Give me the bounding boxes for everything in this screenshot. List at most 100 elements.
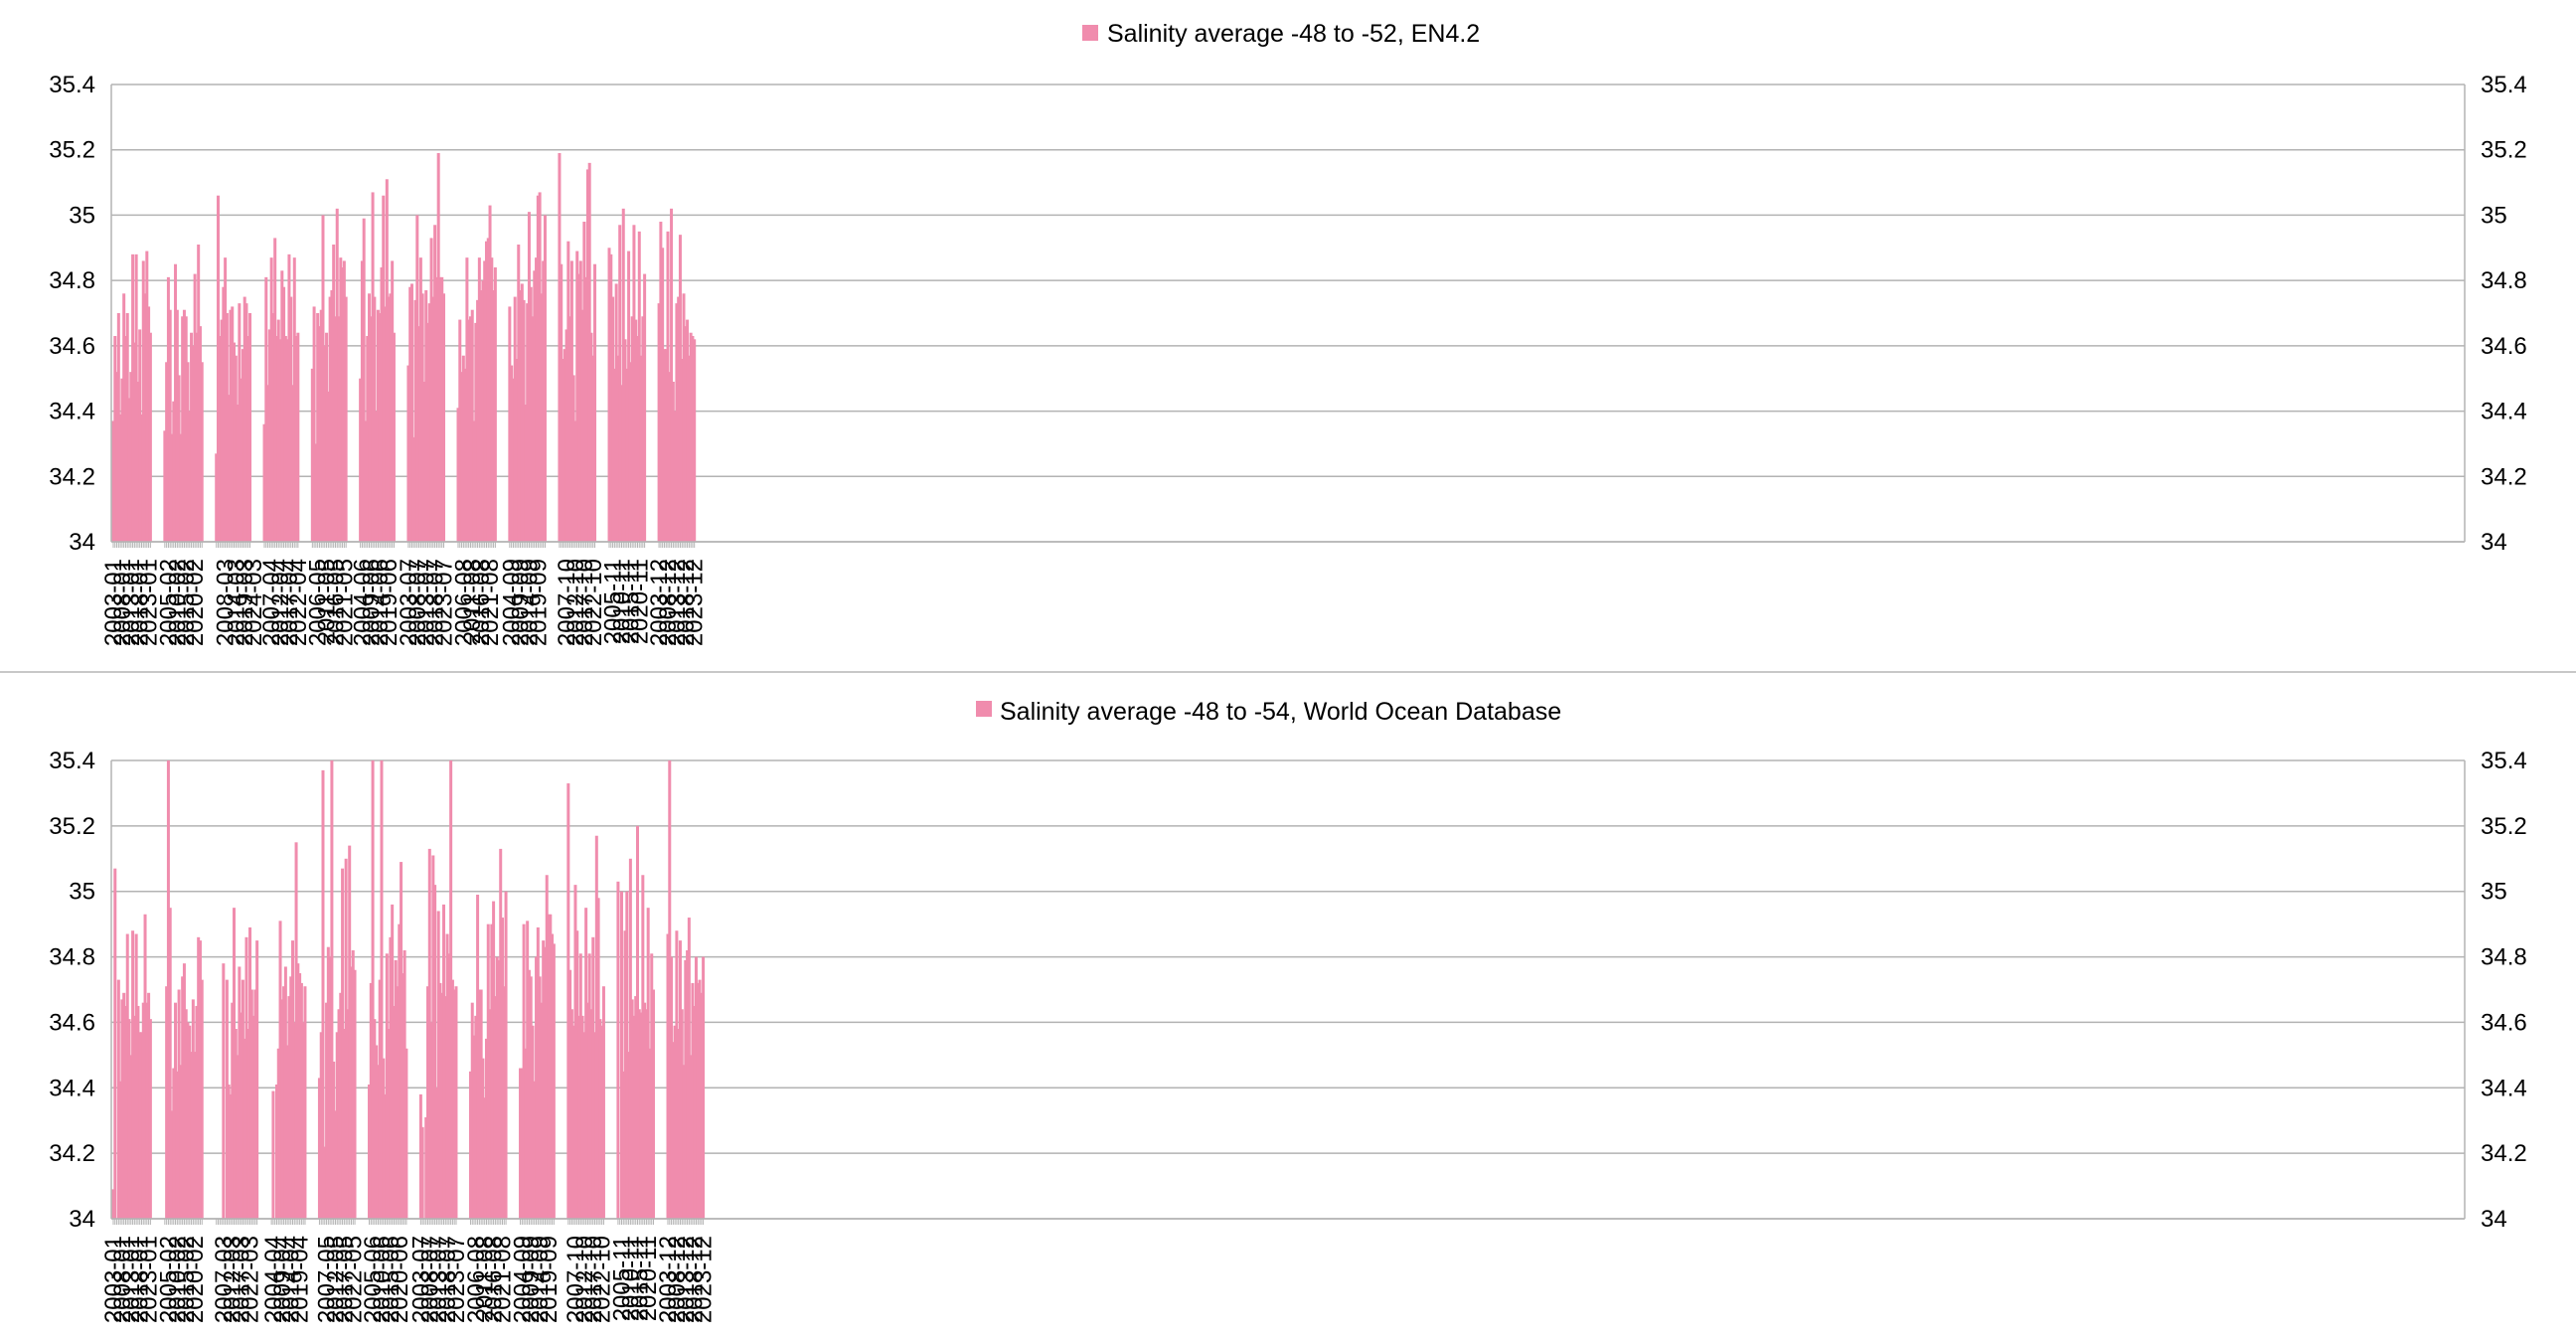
x-tick-label: 2011-08: [459, 559, 486, 644]
bar-2009-12: [668, 372, 672, 542]
x-tick-label: 2017-03: [229, 1236, 255, 1323]
x-tick-label: 2014-06: [367, 559, 394, 646]
bar-2019-07: [447, 953, 451, 1219]
bar-2011-08: [470, 309, 474, 542]
y-tick-label-left: 34.6: [49, 1009, 95, 1036]
bar-2012-02: [179, 433, 183, 542]
x-tick-label: 2023-01: [136, 559, 163, 646]
bar-2009-07: [429, 1022, 433, 1219]
bar-2010-03: [227, 395, 231, 542]
bar-2021-01: [143, 293, 147, 542]
bar-2023-09: [543, 215, 547, 542]
bar-2018-04: [289, 296, 293, 542]
bar-2004-07: [420, 1126, 424, 1219]
top-gridlines: [111, 84, 2465, 543]
bar-2003-07: [406, 365, 410, 542]
bar-2009-01: [122, 992, 126, 1219]
x-tick-label: 2007-03: [211, 1236, 238, 1323]
bar-2019-06: [396, 986, 400, 1219]
bar-2011-12: [671, 382, 675, 542]
bar-2017-11: [641, 875, 645, 1219]
bar-2009-04: [280, 999, 284, 1219]
bar-2020-04: [299, 982, 303, 1219]
bar-2010-02: [175, 309, 179, 542]
x-tick-label: 2023-01: [136, 1236, 163, 1323]
bar-2018-06: [385, 179, 389, 543]
bar-2024-06: [404, 1048, 408, 1219]
bar-2004-11: [609, 253, 613, 542]
x-tick-label: 2016-05: [322, 559, 349, 646]
bar-2014-10: [585, 1002, 589, 1219]
bar-2018-04: [296, 963, 300, 1219]
x-tick-label: 2022-10: [589, 1236, 616, 1323]
bar-2023-01: [147, 992, 151, 1219]
bar-2005-07: [409, 283, 413, 542]
bar-2003-02: [163, 430, 167, 542]
bar-2010-11: [628, 858, 632, 1219]
bar-2005-05: [314, 443, 318, 542]
bar-2008-06: [376, 1065, 380, 1219]
bar-2019-09: [547, 914, 551, 1219]
bar-2008-07: [415, 215, 419, 542]
bar-2006-11: [612, 368, 616, 542]
bar-2012-01: [127, 398, 131, 542]
bar-2015-12: [687, 918, 691, 1219]
bar-2018-07: [433, 225, 437, 543]
bar-2016-03: [238, 966, 242, 1219]
x-tick-label: 2012-03: [220, 1236, 246, 1323]
x-tick-label: 2016-08: [481, 1236, 508, 1323]
bar-2003-07: [418, 1093, 422, 1219]
x-tick-label: 2018-12: [682, 1236, 709, 1323]
x-tick-label: 2013-12: [664, 559, 691, 646]
bar-2018-10: [584, 276, 588, 542]
bar-2015-11: [637, 1009, 641, 1219]
x-tick-label: 2023-07: [443, 1236, 470, 1323]
bar-2021-12: [698, 979, 702, 1219]
bar-2023-08: [492, 290, 496, 542]
bar-2005-04: [266, 385, 270, 542]
bar-2003-11: [607, 248, 611, 543]
x-tick-label: 2019-03: [232, 559, 258, 646]
bar-2018-07: [445, 933, 449, 1219]
bar-2020-11: [637, 231, 641, 542]
bar-2007-09: [526, 921, 530, 1219]
y-tick-label-right: 34.6: [2481, 333, 2527, 360]
bar-2012-11: [623, 339, 627, 542]
bar-2020-09: [538, 192, 542, 542]
bar-2012-05: [326, 391, 330, 542]
x-tick-label: 2015-11: [626, 1236, 653, 1321]
bar-2020-04: [292, 257, 296, 542]
bar-2004-09: [510, 365, 514, 542]
bar-2004-05: [319, 1032, 323, 1219]
bar-2008-02: [172, 401, 176, 542]
bar-2009-01: [122, 293, 126, 542]
top-legend-label: Salinity average -48 to -52, EN4.2: [1107, 20, 1480, 48]
bar-2019-02: [191, 345, 195, 542]
bar-2010-09: [520, 283, 524, 542]
x-tick-label: 2019-09: [536, 1236, 563, 1323]
y-tick-label-left: 35.4: [49, 748, 95, 774]
bar-2011-01: [125, 933, 129, 1219]
bar-2020-08: [499, 848, 503, 1219]
bar-2007-03: [222, 963, 226, 1219]
y-tick-label-left: 34.8: [49, 944, 95, 971]
bar-2024-03: [251, 1015, 255, 1219]
bar-2018-08: [483, 260, 487, 542]
x-tick-label: 2004-04: [260, 1236, 287, 1323]
bar-2006-08: [461, 355, 465, 542]
bar-2015-09: [540, 1002, 544, 1219]
x-tick-label: 2010-11: [608, 559, 635, 644]
y-tick-label-left: 34.4: [49, 1075, 95, 1101]
x-tick-label: 2007-10: [563, 1236, 589, 1323]
bar-2009-06: [378, 979, 382, 1219]
bar-2016-04: [285, 339, 289, 542]
x-tick-label: 2017-05: [331, 1236, 358, 1323]
bar-2018-12: [693, 1005, 697, 1219]
bar-2006-12: [662, 349, 666, 542]
x-tick-label: 2010-06: [369, 1236, 396, 1323]
x-tick-label: 2003-01: [100, 559, 127, 646]
bar-2005-12: [661, 248, 665, 543]
bar-2015-01: [132, 342, 136, 542]
x-tick-label: 2017-04: [276, 559, 303, 646]
